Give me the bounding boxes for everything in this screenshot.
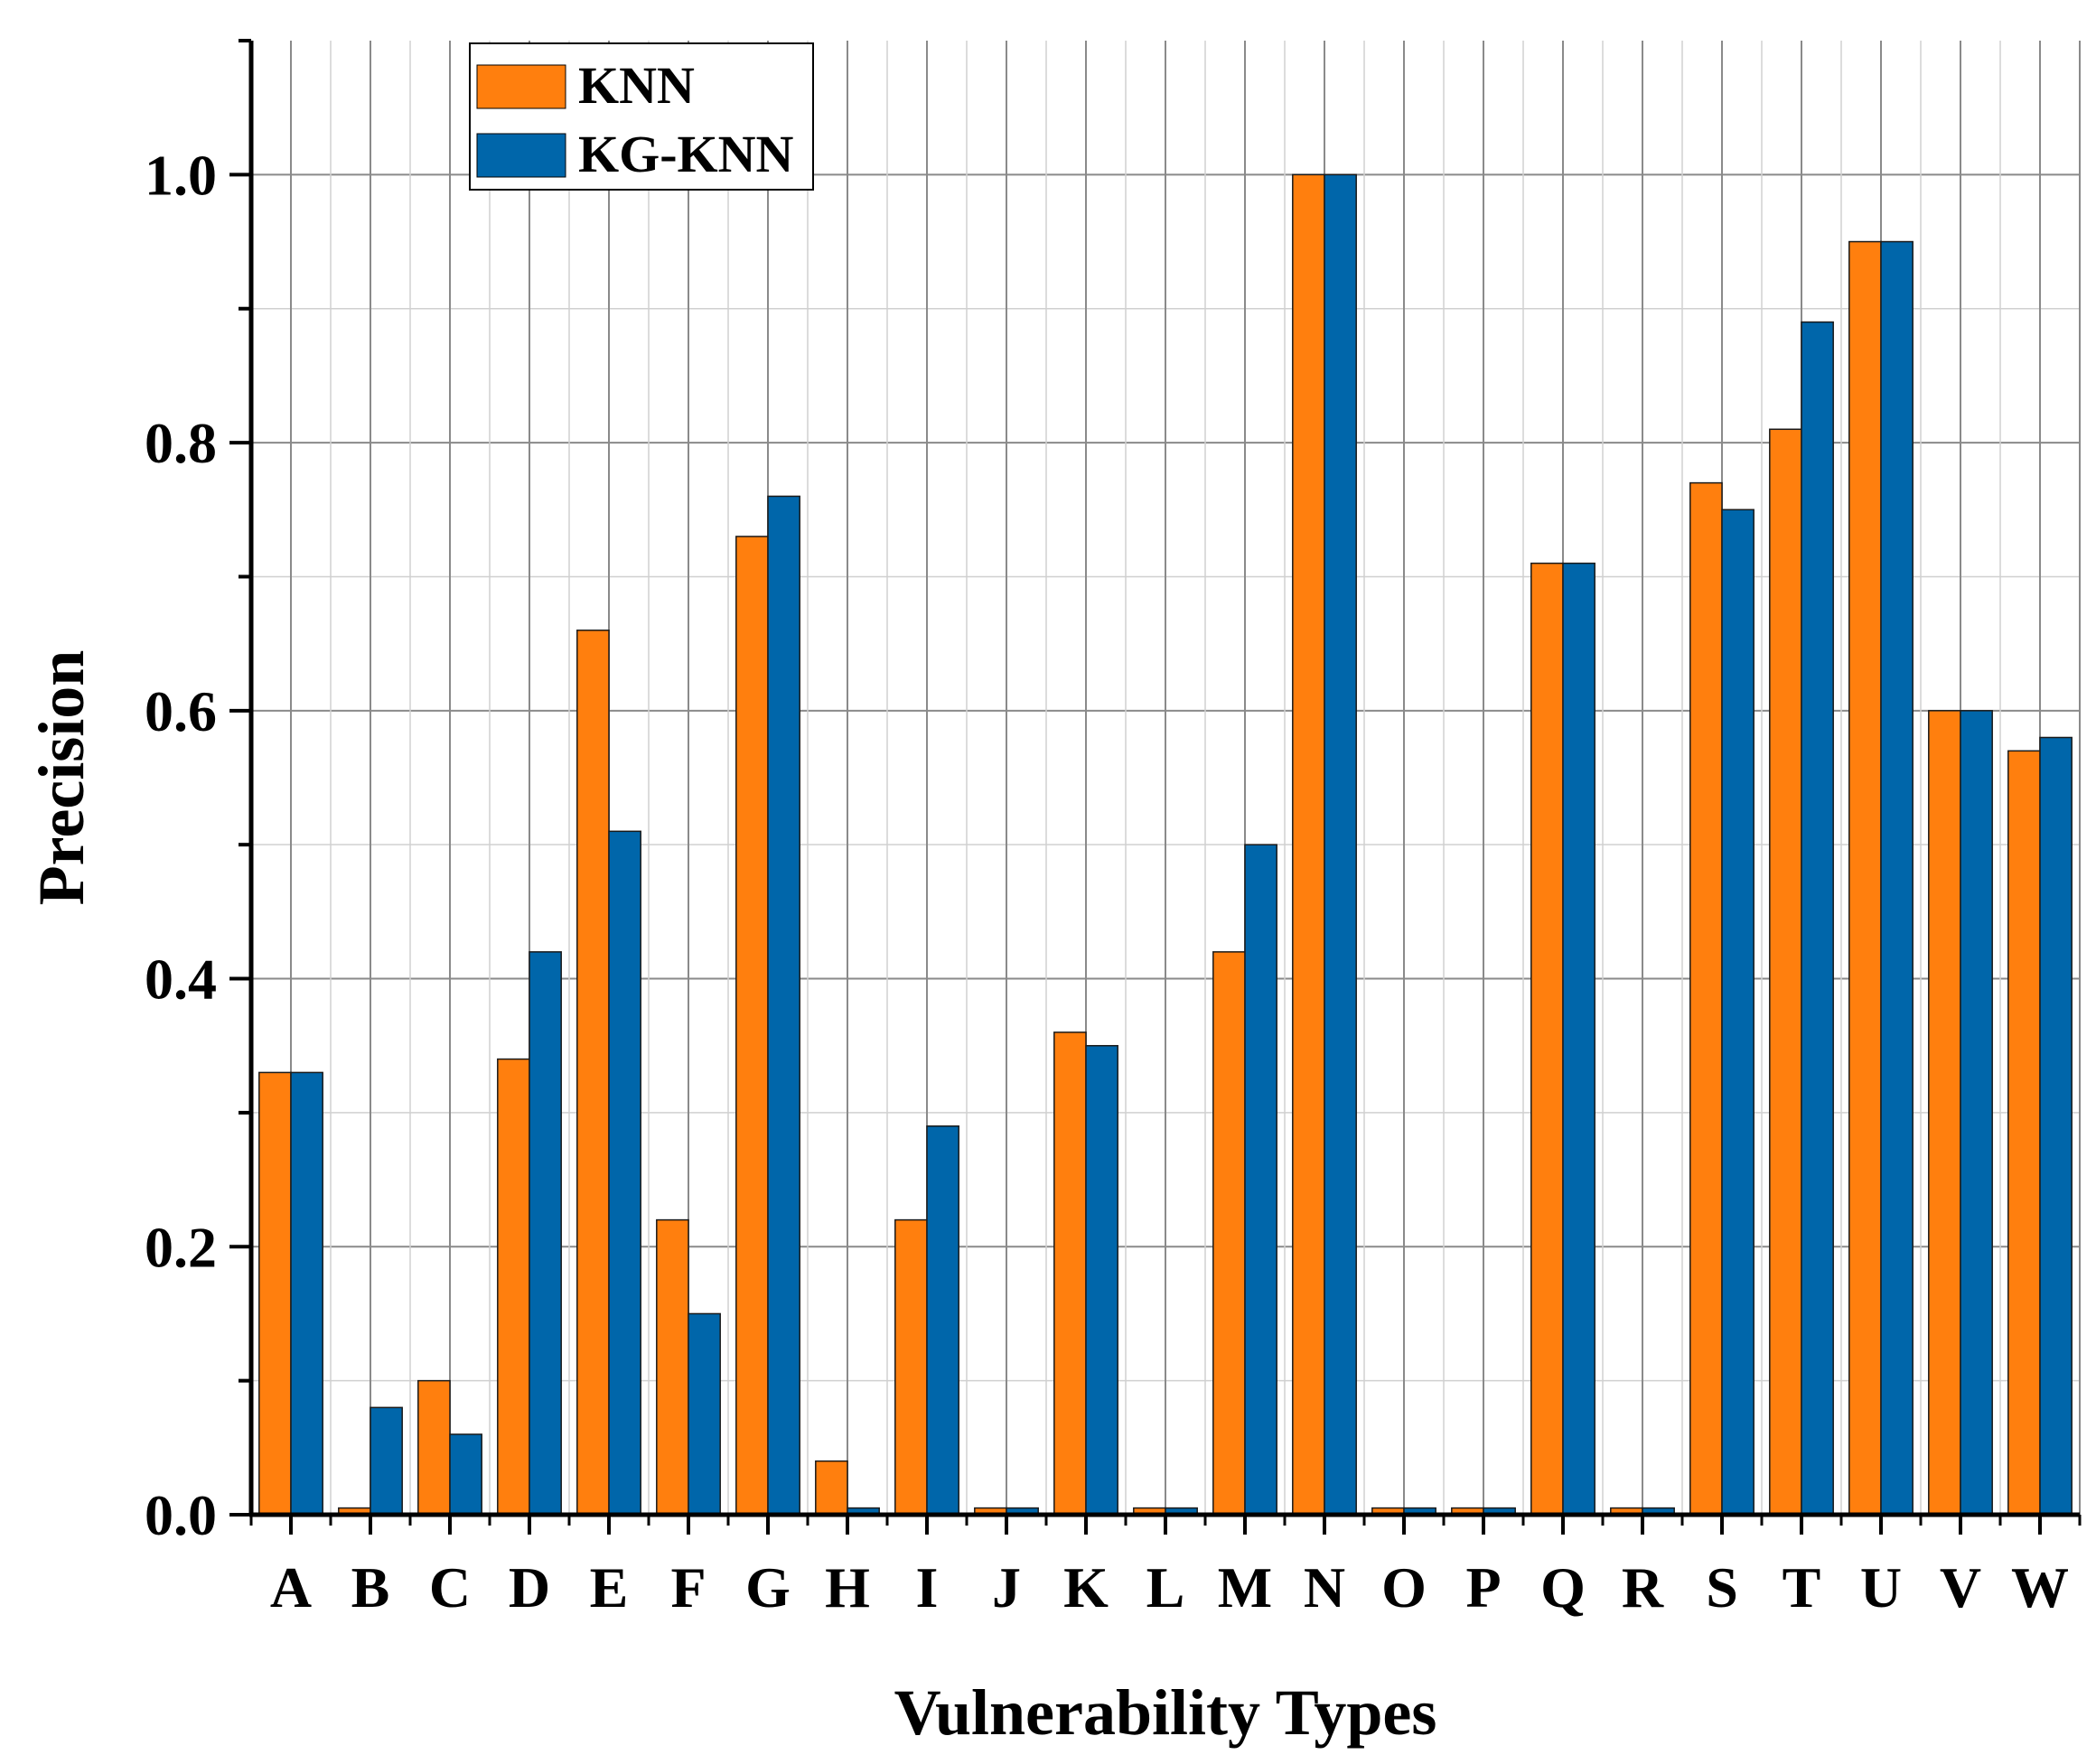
bar-knn-h [815, 1460, 848, 1516]
bar-knn-w [2007, 750, 2041, 1516]
bar-kg-knn-i [926, 1125, 959, 1516]
bar-kg-knn-b [370, 1406, 403, 1516]
bar-kg-knn-v [1960, 710, 1993, 1516]
bar-kg-knn-a [290, 1071, 323, 1516]
x-tick-label-h: H [825, 1555, 870, 1619]
bar-knn-q [1530, 562, 1564, 1516]
legend-label-kg-knn: KG-KNN [578, 125, 794, 183]
bar-kg-knn-k [1085, 1044, 1118, 1516]
legend: KNN KG-KNN [469, 42, 814, 191]
x-tick-label-j: J [992, 1555, 1021, 1619]
y-tick-label: 0.8 [145, 411, 217, 475]
y-tick-label: 1.0 [145, 143, 217, 207]
x-tick-label-b: B [351, 1555, 390, 1619]
bar-knn-a [258, 1071, 292, 1516]
bar-kg-knn-u [1880, 240, 1914, 1516]
x-tick-label-k: K [1063, 1555, 1109, 1619]
bar-kg-knn-e [608, 830, 641, 1516]
bar-kg-knn-t [1801, 321, 1834, 1516]
y-tick-label: 0.2 [145, 1215, 217, 1279]
bar-knn-g [735, 536, 769, 1516]
bar-knn-d [497, 1058, 530, 1516]
bar-kg-knn-s [1721, 509, 1754, 1516]
bar-knn-k [1053, 1031, 1087, 1516]
legend-label-knn: KNN [578, 56, 695, 115]
x-tick-label-m: M [1218, 1555, 1272, 1619]
x-tick-label-e: E [590, 1555, 629, 1619]
bar-knn-n [1292, 173, 1325, 1516]
bar-kg-knn-n [1324, 173, 1357, 1516]
x-tick-label-u: U [1860, 1555, 1902, 1619]
bar-knn-s [1689, 481, 1723, 1516]
bar-kg-knn-w [2039, 736, 2073, 1516]
x-tick-label-a: A [270, 1555, 312, 1619]
x-tick-label-q: Q [1540, 1555, 1586, 1619]
x-tick-label-n: N [1304, 1555, 1345, 1619]
bar-kg-knn-c [449, 1433, 482, 1516]
x-tick-label-o: O [1381, 1555, 1427, 1619]
x-tick-label-w: W [2011, 1555, 2069, 1619]
tick-labels: 0.0 0.2 0.4 0.6 0.8 1.0 A B C D E F G H I J K L M N O P Q R S T U V… [145, 143, 2069, 1619]
bar-knn-u [1848, 240, 1882, 1516]
x-tick-label-d: D [509, 1555, 550, 1619]
y-axis-title: Precision [25, 650, 98, 906]
bar-knn-e [576, 630, 610, 1516]
x-tick-label-p: P [1465, 1555, 1501, 1619]
x-tick-label-t: T [1783, 1555, 1821, 1619]
bar-knn-v [1928, 710, 1961, 1516]
legend-swatch-knn [476, 64, 566, 109]
x-tick-label-f: F [670, 1555, 706, 1619]
legend-swatch-kg-knn [476, 133, 566, 178]
y-tick-label: 0.6 [145, 679, 217, 743]
x-tick-label-c: C [429, 1555, 471, 1619]
bar-knn-i [894, 1218, 928, 1516]
x-tick-label-v: V [1940, 1555, 1981, 1619]
bar-knn-t [1769, 428, 1802, 1516]
bar-knn-f [656, 1218, 689, 1516]
bar-knn-c [417, 1379, 451, 1516]
bar-kg-knn-g [767, 495, 800, 1516]
x-tick-label-i: I [916, 1555, 939, 1619]
bar-kg-knn-q [1562, 562, 1595, 1516]
axes [229, 39, 2082, 1535]
bar-kg-knn-f [688, 1312, 721, 1516]
x-tick-label-l: L [1146, 1555, 1185, 1619]
x-axis-title: Vulnerability Types [894, 1676, 1437, 1749]
x-tick-label-r: R [1622, 1555, 1664, 1619]
bar-knn-m [1212, 951, 1246, 1516]
y-tick-label: 0.4 [145, 947, 217, 1012]
bar-kg-knn-m [1244, 844, 1277, 1516]
y-tick-label: 0.0 [145, 1483, 217, 1547]
x-tick-label-g: G [745, 1555, 791, 1619]
bar-kg-knn-d [529, 951, 562, 1516]
x-tick-label-s: S [1706, 1555, 1738, 1619]
